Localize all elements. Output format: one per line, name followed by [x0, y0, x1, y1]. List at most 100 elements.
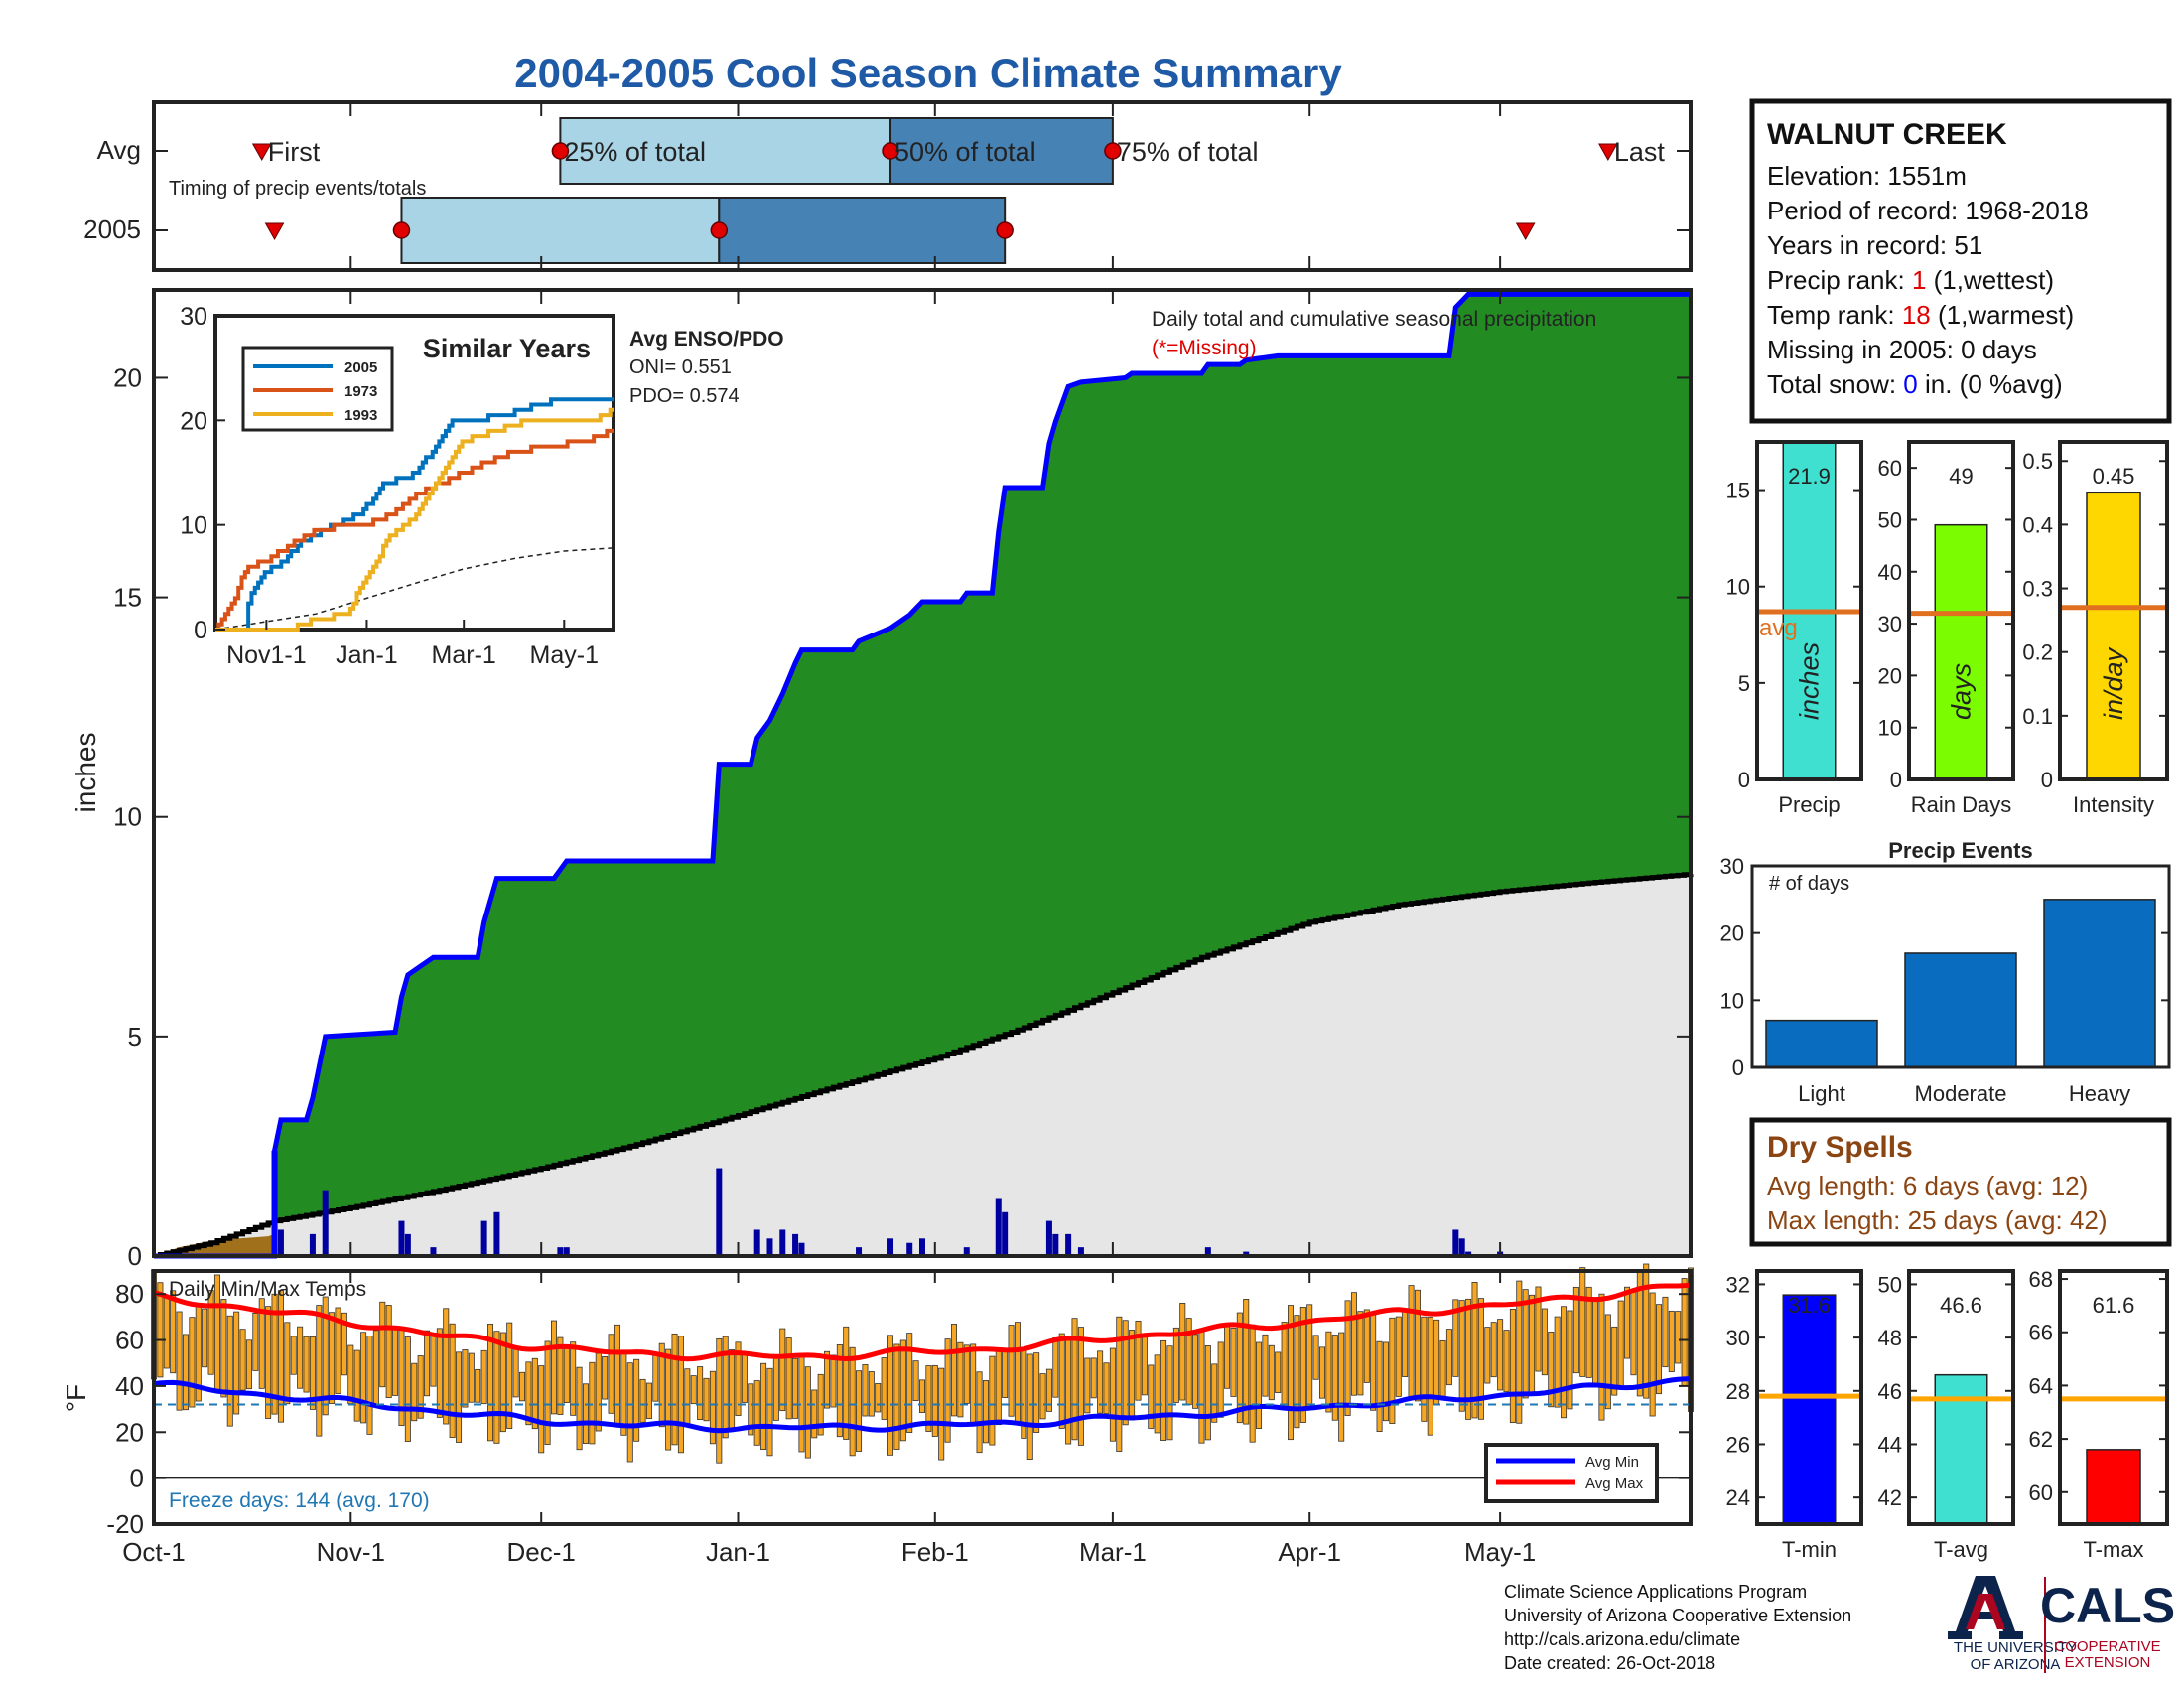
- missing-note: (*=Missing): [1152, 337, 1257, 359]
- daily-temp-bar: [665, 1348, 672, 1451]
- event-category-label: Light: [1798, 1081, 1845, 1106]
- daily-temp-bar: [404, 1336, 411, 1442]
- daily-temp-bar: [602, 1355, 609, 1400]
- daily-temp-bar: [1579, 1267, 1586, 1377]
- site-info-line: Period of record: 1968-2018: [1767, 196, 2089, 225]
- daily-temp-bar: [1179, 1303, 1186, 1401]
- ua-name-line1: THE UNIVERSITY: [1954, 1639, 2077, 1656]
- stat-y-tick-label: 44: [1878, 1432, 1902, 1457]
- daily-temp-bar: [1014, 1322, 1021, 1424]
- daily-temp-bar: [271, 1293, 278, 1415]
- daily-temp-bar: [1554, 1316, 1561, 1408]
- timing-label-p50: 50% of total: [894, 137, 1036, 167]
- daily-temp-bar: [316, 1305, 323, 1437]
- daily-temp-bar: [1439, 1339, 1446, 1397]
- daily-temp-bar: [468, 1352, 475, 1403]
- site-info-text: Temp rank:: [1767, 300, 1902, 330]
- daily-precip-bar: [792, 1233, 799, 1256]
- x-tick-label: Apr-1: [1278, 1537, 1341, 1567]
- dry-spells-box: [1749, 1117, 2172, 1247]
- daily-temp-bar: [1224, 1323, 1231, 1389]
- daily-temp-bar: [493, 1331, 500, 1444]
- daily-temp-bar: [1592, 1298, 1599, 1388]
- daily-temp-bar: [893, 1343, 900, 1450]
- footer-line: Date created: 26-Oct-2018: [1504, 1653, 1715, 1673]
- daily-temp-bar: [1288, 1305, 1295, 1441]
- timing-label-first: First: [268, 137, 321, 167]
- daily-temp-bar: [1604, 1314, 1611, 1410]
- cals-subtitle-2: EXTENSION: [2065, 1654, 2151, 1671]
- daily-temp-bar: [722, 1336, 729, 1439]
- cals-logo-text: CALS: [2040, 1578, 2175, 1633]
- daily-temp-bar: [1294, 1315, 1300, 1429]
- stat-x-label: Precip: [1778, 792, 1840, 817]
- daily-temp-bar: [1509, 1309, 1516, 1424]
- daily-temp-bar: [1217, 1341, 1224, 1418]
- daily-temp-bar: [1275, 1351, 1282, 1393]
- inset-series-1973: [215, 428, 614, 632]
- stat-value-label: 0.45: [2093, 464, 2135, 489]
- daily-temp-bar: [1211, 1363, 1218, 1423]
- daily-temp-bar: [931, 1364, 938, 1437]
- daily-temp-bar: [335, 1307, 341, 1394]
- daily-temp-bar: [995, 1350, 1002, 1426]
- site-info-line: Total snow: 0 in. (0 %avg): [1767, 369, 2063, 399]
- daily-temp-bar: [1598, 1293, 1605, 1421]
- stat-y-tick-label: 10: [1726, 575, 1750, 600]
- daily-temp-bar: [329, 1312, 336, 1404]
- daily-temp-bar: [735, 1341, 742, 1416]
- daily-temp-bar: [950, 1324, 957, 1417]
- stat-y-tick-label: 50: [1878, 1272, 1902, 1297]
- daily-temp-bar: [677, 1336, 684, 1454]
- daily-precip-bar: [856, 1247, 863, 1256]
- timing-dot-p50: [882, 142, 899, 160]
- daily-temp-bar: [671, 1333, 678, 1446]
- daily-temp-bar: [1445, 1329, 1452, 1386]
- daily-temp-bar: [449, 1323, 456, 1439]
- stat-y-tick-label: 0.4: [2022, 512, 2053, 537]
- site-info-box: [1749, 98, 2172, 424]
- daily-temp-bar: [645, 1382, 652, 1420]
- event-bar-moderate: [1904, 952, 2017, 1068]
- daily-temp-bar: [277, 1290, 284, 1423]
- daily-temp-bar: [189, 1317, 196, 1408]
- daily-temp-bar: [1058, 1333, 1065, 1429]
- daily-temp-bar: [830, 1354, 837, 1408]
- daily-temp-bar: [868, 1371, 875, 1417]
- daily-temp-bar: [1299, 1307, 1306, 1423]
- y-tick-label: 5: [128, 1022, 142, 1052]
- daily-precip-bar: [1465, 1251, 1472, 1256]
- y-tick-label: 20: [113, 362, 142, 392]
- stat-avg-label: avg: [1759, 615, 1798, 641]
- daily-temp-bar: [957, 1341, 964, 1418]
- stat-y-tick-label: 24: [1726, 1485, 1750, 1510]
- timing-marker-last: [1515, 222, 1536, 241]
- event-category-label: Moderate: [1915, 1081, 2007, 1106]
- daily-temp-bar: [944, 1338, 951, 1443]
- daily-temp-bar: [785, 1337, 792, 1420]
- stat-y-tick-label: 0: [1890, 768, 1902, 792]
- daily-temp-bar: [1452, 1299, 1459, 1377]
- daily-temp-bar: [1522, 1289, 1529, 1399]
- daily-temp-bar: [366, 1335, 373, 1435]
- temp-y-tick-label: 0: [130, 1464, 144, 1493]
- stat-bar-raindays: [1934, 523, 1988, 780]
- daily-temp-bar: [899, 1339, 906, 1442]
- stat-y-tick-label: 50: [1878, 507, 1902, 532]
- daily-temp-bar: [576, 1366, 583, 1451]
- daily-temp-bar: [608, 1334, 614, 1414]
- daily-temp-bar: [1363, 1309, 1370, 1383]
- daily-temp-bar: [1097, 1350, 1104, 1414]
- daily-temp-bar: [1084, 1357, 1091, 1414]
- daily-temp-bar: [1624, 1286, 1631, 1359]
- daily-temp-bar: [1008, 1325, 1015, 1417]
- daily-temp-bar: [684, 1368, 691, 1428]
- daily-temp-bar: [1675, 1311, 1682, 1364]
- university-of-arizona-logo: [1948, 1576, 2023, 1639]
- daily-temp-bar: [360, 1332, 367, 1424]
- daily-temp-bar: [741, 1352, 748, 1403]
- stat-y-tick-label: 64: [2029, 1373, 2053, 1398]
- site-info-line: Years in record: 51: [1767, 230, 1982, 260]
- events-y-tick-label: 0: [1732, 1055, 1744, 1080]
- footer-line: http://cals.arizona.edu/climate: [1504, 1629, 1740, 1649]
